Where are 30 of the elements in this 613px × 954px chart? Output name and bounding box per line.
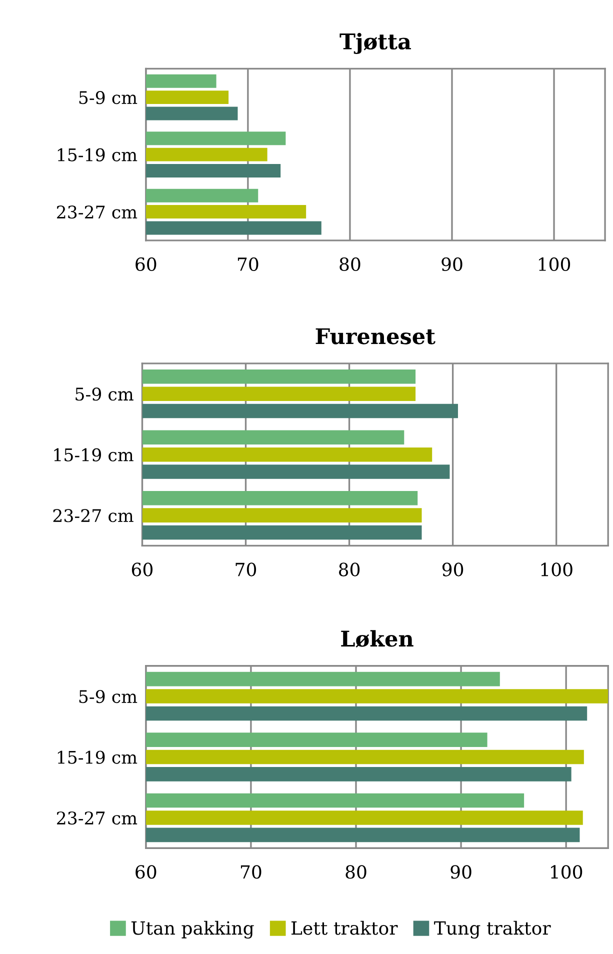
x-tick-label: 80 — [340, 257, 360, 272]
x-tick-label: 80 — [338, 562, 360, 576]
x-tick-label: 90 — [450, 865, 472, 879]
legend-label: Lett traktor — [291, 920, 398, 935]
x-tick-label: 70 — [236, 562, 256, 576]
legend-label: Utan pakking — [131, 920, 254, 939]
x-tick-label: 60 — [136, 257, 156, 272]
x-tick-label: 90 — [442, 562, 464, 576]
y-tick-label: 23-27 cm — [56, 811, 138, 825]
x-tick-label: 80 — [346, 865, 366, 879]
x-tick-label: 100 — [551, 865, 582, 879]
x-tick-label: 70 — [240, 865, 262, 879]
y-tick-label: 5-9 cm — [79, 690, 138, 704]
y-tick-label: 23-27 cm — [56, 206, 138, 219]
y-tick-label: 15-19 cm — [54, 448, 134, 462]
x-tick-label: 70 — [238, 257, 258, 272]
y-tick-label: 15-19 cm — [58, 148, 138, 162]
y-tick-label: 23-27 cm — [53, 509, 134, 522]
x-tick-label: 100 — [538, 257, 570, 272]
chart-title: Fureneset — [316, 328, 436, 344]
chart-title: Løken — [341, 630, 414, 648]
y-tick-label: 5-9 cm — [76, 388, 134, 401]
legend-label: Tung traktor — [434, 920, 551, 939]
y-tick-label: 5-9 cm — [79, 91, 138, 104]
y-tick-label: 15-19 cm — [58, 750, 138, 764]
x-tick-label: 60 — [132, 562, 153, 576]
chart-title: Tjøtta — [340, 32, 411, 54]
x-tick-label: 90 — [442, 257, 462, 272]
x-tick-label: 100 — [541, 562, 572, 576]
x-tick-label: 60 — [136, 865, 156, 879]
